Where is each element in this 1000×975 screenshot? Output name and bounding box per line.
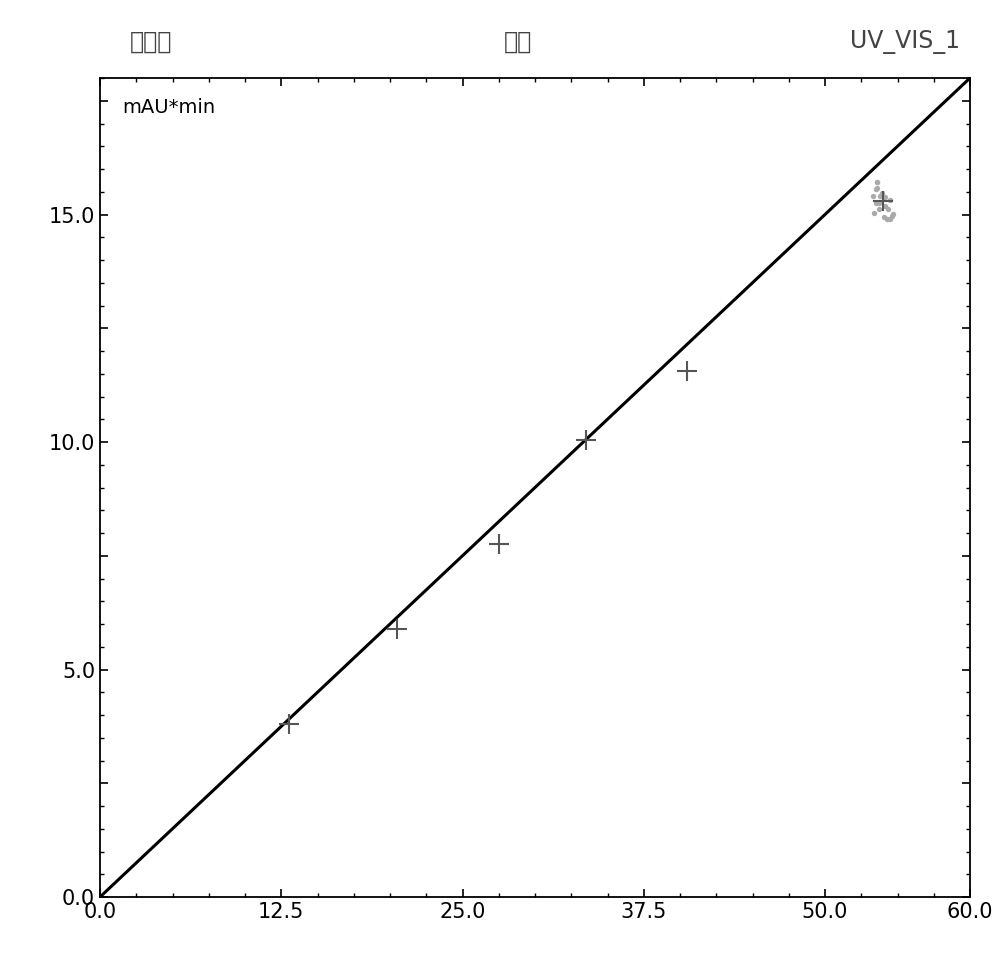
Point (869, 174, 885, 189)
Text: 外标: 外标 (503, 29, 532, 54)
Text: mAU*min: mAU*min (122, 98, 215, 117)
Point (872, 188, 888, 204)
Point (876, 210, 892, 225)
Point (869, 175, 885, 190)
Point (868, 181, 884, 197)
Point (882, 192, 898, 208)
Point (865, 188, 881, 204)
Point (885, 207, 901, 222)
Text: UV_VIS_1: UV_VIS_1 (850, 29, 960, 54)
Point (880, 202, 896, 217)
Point (884, 208, 900, 223)
Point (874, 185, 890, 201)
Point (882, 211, 898, 226)
Point (877, 199, 893, 214)
Point (868, 195, 884, 211)
Point (866, 206, 882, 221)
Point (869, 180, 885, 196)
Point (871, 201, 887, 216)
Point (879, 212, 895, 227)
Text: 绿原酸: 绿原酸 (130, 29, 172, 54)
Point (877, 189, 893, 205)
Point (871, 196, 887, 212)
